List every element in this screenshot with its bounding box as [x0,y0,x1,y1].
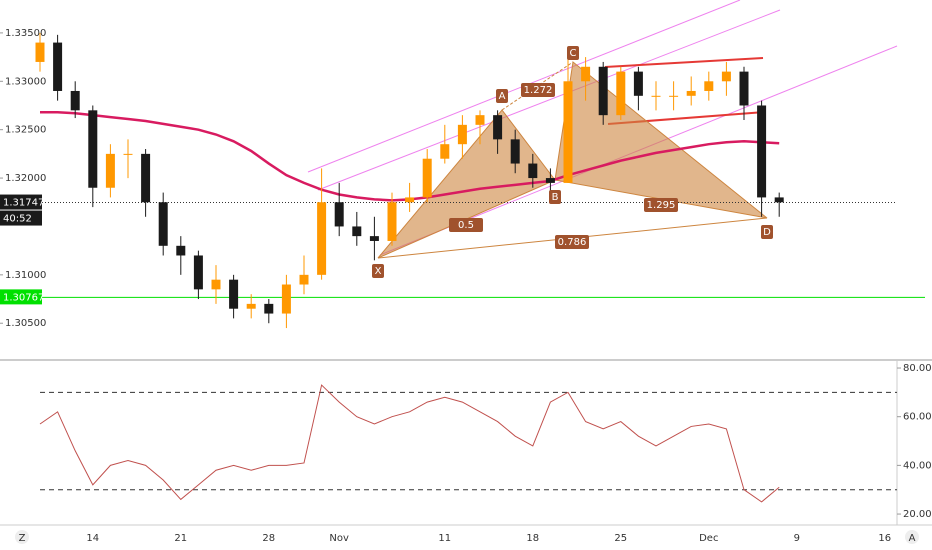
candle-body [457,124,467,145]
candle-body [598,66,608,116]
candle-body [757,105,767,198]
candle-body [704,81,714,91]
candle-body [352,226,362,237]
candle-body [369,236,379,241]
candle-body [88,110,98,188]
level-box [0,289,42,305]
countdown-box [0,210,42,226]
candle-body [651,95,661,97]
pattern-ratio-label: 1.295 [647,200,676,211]
pattern-point-box [549,190,561,204]
x-tick-label: 11 [438,533,451,544]
pattern-ratio-label: 0.786 [558,237,587,248]
candle-body [229,279,239,309]
y-tick-label: 1.33500 [5,28,46,39]
candle-body [334,202,344,227]
x-tick-label: 16 [878,533,891,544]
candle-body [774,197,784,203]
flag-line [604,57,764,68]
pattern-ratio-label: 0.5 [458,220,474,231]
candle-body [493,115,503,140]
pattern-ratio-box [644,198,678,212]
pattern-ratio-label: 1.272 [524,85,553,96]
pattern-ratio-box [449,218,483,232]
candle-body [317,202,327,275]
candle-body [405,197,415,203]
countdown-label: 40:52 [3,214,32,225]
x-tick-label: 28 [262,533,275,544]
rsi-line [39,384,780,503]
candle-body [176,245,186,256]
y-tick-label: 20.00 [903,509,932,520]
y-tick-label: 1.32500 [5,125,46,136]
footer-right[interactable]: A [909,533,916,544]
level-label: 1.30767 [3,292,44,303]
candle-body [123,153,133,155]
footer-icon[interactable] [15,530,29,544]
candle-body [669,95,679,97]
x-tick-label: 21 [174,533,187,544]
candle-body [281,284,291,314]
candle-body [264,303,274,314]
candle-body [739,71,749,106]
footer-left[interactable]: Z [19,533,26,544]
candle-body [105,153,115,188]
pattern-point-box [567,46,579,60]
candle-body [581,66,591,82]
candle-body [422,158,432,198]
pattern-ratio-box [521,83,555,97]
candle-body [246,303,256,309]
candle-body [70,90,80,111]
candle-body [299,274,309,285]
candle-body [440,144,450,159]
y-tick-label: 40.00 [903,460,932,471]
pattern-point-label: B [552,192,559,203]
y-tick-label: 1.32000 [5,173,46,184]
y-tick-label: 60.00 [903,412,932,423]
last-price-box [0,194,42,210]
x-tick-label: 14 [86,533,99,544]
candle-body [528,163,538,179]
candle-body [721,71,731,82]
candle-body [686,90,696,96]
pattern-point-box [761,225,773,239]
pattern-point-box [372,264,384,278]
candle-body [35,42,45,62]
candle-body [387,202,397,241]
footer-icon[interactable] [905,530,919,544]
pattern-point-label: X [375,266,382,277]
x-tick-label: Nov [329,533,349,544]
candle-body [211,279,221,290]
channel-line [317,9,781,191]
candle-body [563,81,573,183]
x-tick-label: Dec [699,533,718,544]
y-tick-label: 80.00 [903,363,932,374]
x-tick-label: 9 [794,533,800,544]
pattern-point-label: A [499,91,506,102]
candle-body [475,115,485,125]
y-tick-label: 1.31000 [5,270,46,281]
pattern-ratio-box [555,235,589,249]
pattern-point-label: C [570,48,577,59]
last-price-label: 1.31747 [3,198,44,209]
candle-body [545,178,555,183]
y-tick-label: 1.30500 [5,318,46,329]
candle-body [510,139,520,164]
x-tick-label: 25 [614,533,627,544]
candle-body [158,202,168,246]
candle-body [633,71,643,96]
x-tick-label: 18 [526,533,539,544]
candle-body [141,153,151,203]
y-tick-label: 1.33000 [5,76,46,87]
candle-body [53,42,63,91]
candle-body [193,255,203,290]
pattern-point-label: D [763,227,771,238]
candle-body [616,71,626,116]
pattern-point-box [496,89,508,103]
